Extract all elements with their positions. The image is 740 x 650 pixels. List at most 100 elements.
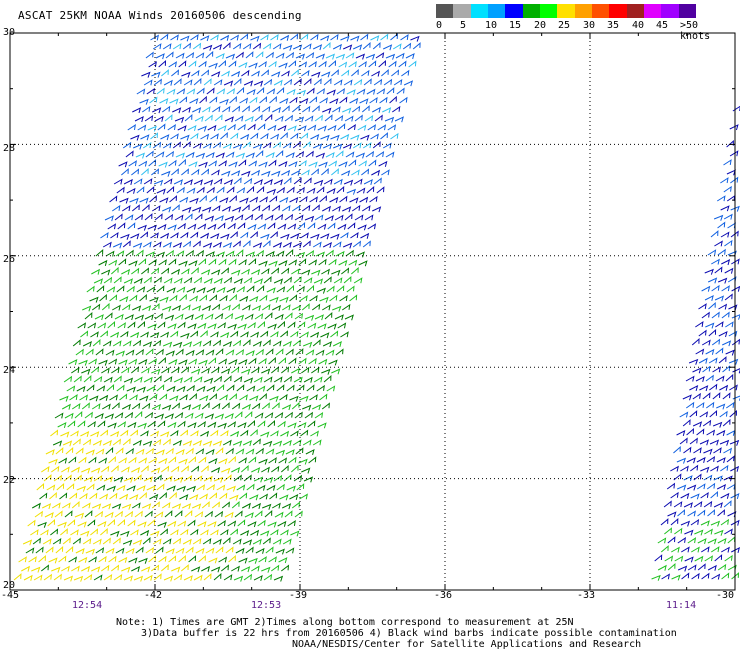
wind-barb: [211, 303, 221, 311]
wind-barb: [355, 152, 365, 159]
wind-barb: [198, 359, 208, 366]
wind-barb: [168, 456, 177, 464]
time-label-3: 11:14: [666, 600, 696, 611]
wind-barb: [159, 492, 167, 500]
wind-barb: [143, 476, 153, 483]
wind-barb: [343, 275, 352, 284]
wind-barb: [193, 276, 203, 284]
wind-barb: [228, 161, 238, 168]
wind-barb: [233, 575, 244, 582]
wind-barb: [728, 304, 738, 311]
wind-barb: [176, 385, 186, 392]
wind-barb: [370, 35, 380, 42]
wind-barb: [309, 295, 318, 302]
wind-barb: [335, 250, 345, 257]
wind-barb: [390, 33, 398, 41]
wind-barb: [169, 98, 179, 105]
wind-barb: [245, 546, 254, 554]
wind-barb: [318, 161, 328, 168]
wind-barb: [345, 151, 355, 158]
wind-barb: [107, 518, 115, 527]
wind-barb: [267, 323, 277, 330]
wind-barb: [220, 34, 230, 41]
wind-barb: [125, 150, 134, 158]
wind-barb: [146, 87, 155, 95]
wind-barb: [231, 565, 240, 572]
wind-barb: [286, 384, 295, 392]
wind-barb: [723, 159, 732, 166]
wind-barb: [187, 223, 197, 230]
wind-barb: [211, 71, 221, 78]
wind-barb: [188, 60, 197, 68]
legend-swatch: [470, 4, 489, 18]
wind-barb: [305, 52, 315, 59]
wind-barb: [271, 170, 281, 177]
wind-barb: [328, 359, 338, 366]
wind-barb: [69, 394, 78, 401]
wind-barb: [337, 223, 347, 230]
wind-barb: [261, 368, 271, 375]
wind-barb: [235, 249, 244, 257]
wind-barb: [381, 169, 390, 176]
wind-barb: [92, 338, 101, 347]
wind-barb: [149, 296, 159, 303]
wind-barb: [711, 573, 721, 580]
wind-barb: [706, 456, 716, 463]
wind-barb: [101, 465, 110, 473]
wind-barb: [166, 485, 176, 492]
wind-barb: [57, 422, 67, 429]
wind-barb: [333, 178, 343, 185]
wind-barb: [262, 503, 272, 510]
wind-barb: [111, 266, 119, 275]
wind-barb: [200, 465, 209, 473]
wind-barb: [293, 44, 303, 51]
wind-barb: [192, 240, 201, 248]
wind-barb: [211, 402, 221, 410]
wind-barb: [201, 269, 211, 276]
wind-barb: [312, 339, 321, 347]
legend-tick-label: 5: [460, 20, 466, 31]
wind-barb: [140, 331, 149, 338]
wind-barb: [287, 125, 297, 132]
wind-barb: [248, 160, 258, 167]
wind-barb: [182, 106, 191, 113]
wind-barb: [40, 529, 49, 536]
wind-barb: [293, 177, 302, 185]
wind-barb: [249, 295, 259, 302]
wind-barb: [262, 141, 272, 149]
wind-barb: [280, 465, 289, 473]
wind-barb: [102, 241, 112, 248]
wind-barb: [216, 186, 225, 194]
wind-barb: [76, 385, 86, 392]
wind-barb: [119, 296, 129, 303]
wind-barb: [277, 223, 287, 230]
wind-barb: [244, 214, 254, 221]
wind-barb: [713, 214, 724, 221]
wind-barb: [670, 465, 679, 472]
wind-barb: [242, 539, 253, 546]
wind-barb: [226, 287, 236, 294]
wind-barb: [262, 537, 271, 545]
wind-barb: [361, 168, 370, 176]
wind-barb: [713, 502, 723, 509]
wind-barb: [302, 404, 312, 411]
wind-barb: [203, 78, 212, 86]
wind-barb: [110, 564, 120, 572]
wind-barb: [162, 43, 172, 50]
wind-barb: [297, 421, 307, 428]
wind-barb: [214, 114, 223, 122]
wind-barb: [156, 87, 165, 95]
wind-barb: [126, 485, 136, 492]
wind-barb: [392, 43, 402, 50]
wind-barb: [78, 456, 87, 464]
wind-barb: [167, 323, 177, 330]
wind-barb: [265, 546, 274, 554]
wind-barb: [281, 205, 291, 212]
wind-barb: [704, 555, 714, 562]
wind-barb: [146, 186, 155, 194]
wind-barb: [231, 501, 240, 509]
wind-barb: [102, 537, 111, 545]
wind-barb: [726, 483, 736, 490]
wind-barb: [126, 285, 135, 293]
wind-barb: [192, 403, 201, 410]
